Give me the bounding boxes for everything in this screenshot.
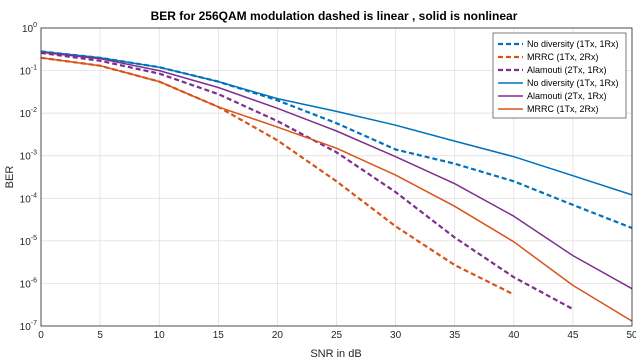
series-line-dashed xyxy=(40,51,574,311)
series-line-solid xyxy=(40,50,633,196)
legend-box xyxy=(492,32,627,119)
y-tick-label: 100 xyxy=(22,22,37,35)
x-tick-label: 5 xyxy=(97,330,103,341)
y-tick-label: 10-7 xyxy=(20,320,37,333)
legend-entry: MRRC (1Tx, 2Rx) xyxy=(527,52,599,62)
legend-entry: Alamouti (2Tx, 1Rx) xyxy=(527,91,607,101)
y-tick-label: 10-1 xyxy=(20,65,37,78)
x-tick-label: 50 xyxy=(626,330,636,341)
plot-frame xyxy=(40,27,633,327)
legend-entry: MRRC (1Tx, 2Rx) xyxy=(527,104,599,114)
legend: No diversity (1Tx, 1Rx) MRRC (1Tx, 2Rx) Al… xyxy=(492,32,627,119)
x-tick-label: 10 xyxy=(154,330,166,341)
series-line-solid xyxy=(40,57,633,322)
y-tick-label: 10-6 xyxy=(20,277,37,290)
y-tick-labels: 100 10-1 10-2 10-3 10-4 10-5 10-6 10-7 xyxy=(20,22,37,333)
y-tick-label: 10-2 xyxy=(20,107,37,120)
legend-entry: No diversity (1Tx, 1Rx) xyxy=(527,39,619,49)
y-axis-label: BER xyxy=(4,166,16,189)
y-tick-label: 10-3 xyxy=(20,150,37,163)
x-tick-label: 0 xyxy=(38,330,44,341)
x-tick-label: 45 xyxy=(567,330,579,341)
chart-title: BER for 256QAM modulation dashed is line… xyxy=(151,9,518,23)
x-tick-label: 35 xyxy=(449,330,461,341)
series-line-solid xyxy=(40,51,633,290)
y-tick-label: 10-4 xyxy=(20,192,37,205)
x-tick-labels: 0 5 10 15 20 25 30 35 40 45 50 xyxy=(38,330,636,341)
series-layer xyxy=(40,50,633,322)
x-tick-label: 20 xyxy=(272,330,284,341)
x-tick-label: 15 xyxy=(213,330,225,341)
x-axis-label: SNR in dB xyxy=(310,348,361,360)
legend-entry: Alamouti (2Tx, 1Rx) xyxy=(527,65,607,75)
x-tick-label: 30 xyxy=(390,330,402,341)
x-tick-label: 25 xyxy=(331,330,343,341)
legend-entry: No diversity (1Tx, 1Rx) xyxy=(527,78,619,88)
y-tick-label: 10-5 xyxy=(20,235,37,248)
x-tick-label: 40 xyxy=(508,330,520,341)
